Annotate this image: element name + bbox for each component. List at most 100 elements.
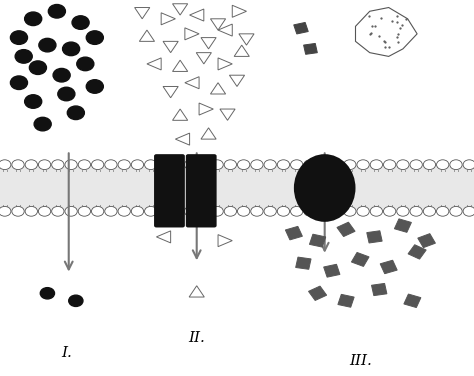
Circle shape [237,160,250,170]
Circle shape [251,206,263,216]
Circle shape [344,206,356,216]
Circle shape [370,206,383,216]
Text: III.: III. [349,354,372,368]
Circle shape [65,160,77,170]
Circle shape [78,206,91,216]
Polygon shape [351,252,369,267]
Circle shape [317,206,329,216]
Circle shape [86,80,103,93]
Circle shape [171,160,183,170]
Circle shape [40,288,55,299]
Circle shape [410,206,422,216]
Circle shape [0,160,11,170]
Circle shape [383,160,396,170]
Circle shape [34,117,51,131]
Circle shape [291,160,303,170]
Circle shape [131,206,144,216]
Circle shape [91,206,104,216]
Circle shape [52,160,64,170]
Circle shape [38,206,51,216]
Circle shape [15,50,32,63]
Circle shape [357,206,369,216]
Text: II.: II. [188,331,205,346]
Polygon shape [294,23,308,34]
Circle shape [330,206,343,216]
Circle shape [65,206,77,216]
Polygon shape [285,226,302,240]
Circle shape [25,206,37,216]
Circle shape [291,206,303,216]
Circle shape [158,160,170,170]
Circle shape [184,206,197,216]
Circle shape [118,160,130,170]
Circle shape [131,160,144,170]
Circle shape [463,206,474,216]
Circle shape [118,206,130,216]
Circle shape [397,206,409,216]
Circle shape [25,160,37,170]
Circle shape [304,206,316,216]
Circle shape [198,206,210,216]
Circle shape [77,57,94,71]
Polygon shape [310,234,326,247]
Polygon shape [309,286,327,300]
Circle shape [53,68,70,82]
Circle shape [264,160,276,170]
Polygon shape [304,44,317,54]
Circle shape [86,31,103,44]
Circle shape [437,206,449,216]
Polygon shape [337,222,355,237]
Circle shape [145,206,157,216]
Circle shape [105,160,117,170]
Circle shape [63,42,80,56]
Bar [0,165,474,211]
Circle shape [58,87,75,101]
Ellipse shape [294,154,356,222]
Circle shape [317,160,329,170]
Circle shape [12,206,24,216]
FancyBboxPatch shape [186,154,217,227]
Circle shape [52,206,64,216]
Polygon shape [324,264,340,277]
Circle shape [72,16,89,29]
Circle shape [423,206,436,216]
Circle shape [277,206,290,216]
Circle shape [0,206,11,216]
Circle shape [304,160,316,170]
FancyBboxPatch shape [154,154,185,227]
Circle shape [211,160,223,170]
Polygon shape [380,260,397,274]
Polygon shape [296,257,311,269]
Circle shape [251,160,263,170]
Polygon shape [408,245,426,259]
Circle shape [437,160,449,170]
Circle shape [38,160,51,170]
Circle shape [423,160,436,170]
Circle shape [224,206,237,216]
Polygon shape [372,284,387,296]
Circle shape [224,160,237,170]
Polygon shape [418,233,436,248]
Circle shape [12,160,24,170]
Circle shape [410,160,422,170]
Circle shape [67,106,84,120]
Circle shape [39,38,56,52]
Circle shape [171,206,183,216]
Circle shape [370,160,383,170]
Circle shape [463,160,474,170]
Circle shape [450,160,462,170]
Circle shape [450,206,462,216]
Circle shape [25,12,42,26]
Circle shape [237,206,250,216]
Circle shape [10,76,27,89]
Circle shape [184,160,197,170]
Circle shape [158,206,170,216]
Circle shape [145,160,157,170]
Circle shape [105,206,117,216]
Circle shape [91,160,104,170]
Circle shape [357,160,369,170]
Polygon shape [394,219,411,232]
Circle shape [397,160,409,170]
Circle shape [10,31,27,44]
Polygon shape [404,294,421,308]
